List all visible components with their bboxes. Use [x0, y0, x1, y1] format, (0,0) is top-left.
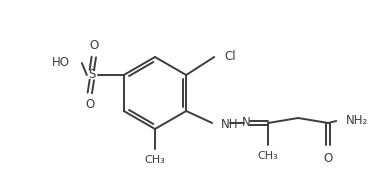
Text: HO: HO	[52, 56, 70, 70]
Text: Cl: Cl	[224, 50, 236, 64]
Text: CH₃: CH₃	[145, 155, 165, 165]
Text: O: O	[89, 39, 98, 52]
Text: N: N	[242, 115, 250, 129]
Text: NH: NH	[221, 118, 239, 132]
Text: NH₂: NH₂	[346, 115, 368, 128]
Text: S: S	[88, 69, 96, 81]
Text: O: O	[85, 98, 94, 111]
Text: CH₃: CH₃	[258, 151, 279, 161]
Text: O: O	[324, 152, 333, 165]
